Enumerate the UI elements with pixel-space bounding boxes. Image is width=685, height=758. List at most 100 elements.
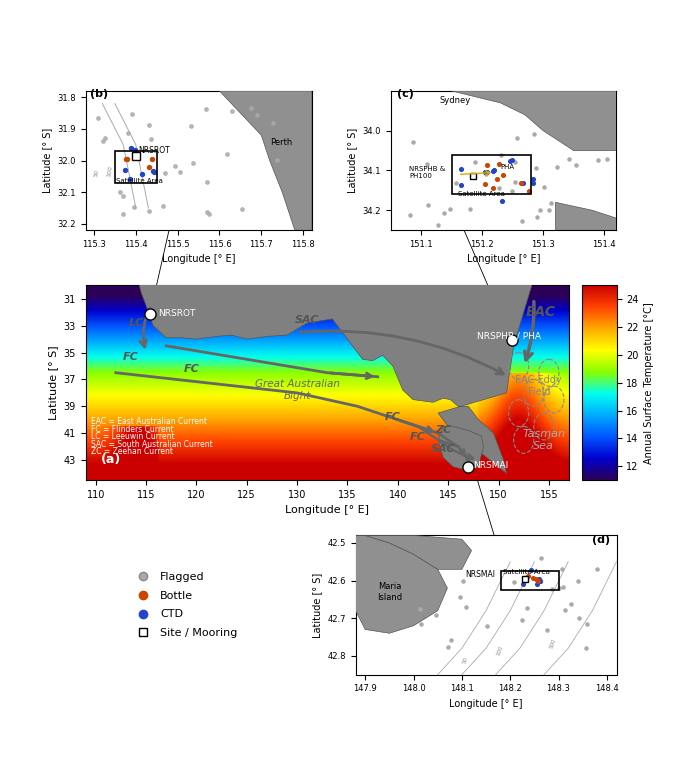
Point <box>492 173 503 185</box>
Point <box>144 161 155 173</box>
Point <box>527 177 538 189</box>
Polygon shape <box>131 97 536 474</box>
Point <box>431 609 442 622</box>
Point <box>493 158 504 170</box>
Polygon shape <box>438 427 484 471</box>
Text: 500: 500 <box>549 637 557 650</box>
Point <box>136 168 147 180</box>
Point <box>464 203 475 215</box>
Point <box>130 144 141 156</box>
Text: (d): (d) <box>593 535 610 545</box>
Text: LC: LC <box>128 318 144 328</box>
Text: SAC: SAC <box>431 444 456 454</box>
Point <box>118 208 129 220</box>
Point <box>531 162 542 174</box>
Point <box>557 562 568 575</box>
Point <box>201 205 212 218</box>
Point <box>592 154 603 166</box>
Text: Perth: Perth <box>270 138 292 147</box>
Point <box>488 165 499 177</box>
Point <box>532 578 543 590</box>
Point <box>158 199 169 211</box>
Point <box>518 578 529 590</box>
Text: ZC: ZC <box>435 425 451 436</box>
Bar <box>501 572 558 590</box>
Point <box>481 159 492 171</box>
Point <box>422 158 433 171</box>
Point <box>543 203 554 215</box>
Point <box>125 173 136 185</box>
Point <box>580 642 591 654</box>
Point <box>496 196 507 208</box>
Point <box>443 641 453 653</box>
Text: FC: FC <box>410 432 426 442</box>
Point <box>147 153 158 165</box>
Point <box>546 196 557 208</box>
Text: EAC: EAC <box>526 305 556 319</box>
Text: Satellite Area: Satellite Area <box>116 178 162 184</box>
Point <box>187 157 198 169</box>
Point <box>488 182 499 194</box>
Point <box>126 108 137 120</box>
Point <box>129 201 140 213</box>
X-axis label: Longitude [° E]: Longitude [° E] <box>286 506 369 515</box>
Point <box>433 219 444 231</box>
Point <box>516 215 527 227</box>
Point <box>573 575 584 587</box>
Text: Tasman
Sea: Tasman Sea <box>523 429 565 451</box>
Point <box>538 181 549 193</box>
Point <box>148 166 159 178</box>
Point <box>558 581 569 593</box>
Point <box>159 167 170 179</box>
Text: PHA: PHA <box>501 164 514 170</box>
Point <box>119 164 130 177</box>
Point <box>547 583 558 595</box>
Point <box>458 575 469 587</box>
Text: Sydney: Sydney <box>440 96 471 105</box>
Text: 100: 100 <box>496 645 504 657</box>
Point <box>481 168 492 180</box>
Point <box>582 618 593 630</box>
Point <box>144 205 155 217</box>
Point <box>203 208 214 220</box>
X-axis label: Longitude [° E]: Longitude [° E] <box>466 255 540 265</box>
Point <box>574 612 585 625</box>
Point <box>456 163 467 175</box>
Point <box>510 155 521 168</box>
Point <box>528 128 539 140</box>
Point <box>535 204 546 216</box>
Point <box>445 203 456 215</box>
Point <box>542 624 553 636</box>
Point <box>566 598 577 610</box>
Text: NRSPHB &
PH100: NRSPHB & PH100 <box>409 166 445 179</box>
Text: EAC Eddy
Field: EAC Eddy Field <box>516 375 562 397</box>
Point <box>479 166 490 178</box>
Text: FC: FC <box>184 364 199 374</box>
Text: LC = Leeuwin Current: LC = Leeuwin Current <box>90 432 174 441</box>
Legend: Flagged, Bottle, CTD, Site / Mooring: Flagged, Bottle, CTD, Site / Mooring <box>130 567 242 643</box>
Text: 100: 100 <box>107 165 114 177</box>
Point <box>532 211 543 223</box>
Polygon shape <box>451 91 616 151</box>
Text: EAC = East Australian Current: EAC = East Australian Current <box>90 418 207 427</box>
Point <box>92 111 103 124</box>
Point <box>404 209 415 221</box>
Text: SAC: SAC <box>295 315 319 325</box>
Text: FC: FC <box>123 352 139 362</box>
Text: Maria
Island: Maria Island <box>377 582 402 602</box>
Point <box>522 602 533 614</box>
Point <box>525 564 536 576</box>
Point <box>415 603 426 615</box>
Point <box>454 590 465 603</box>
Point <box>422 199 433 211</box>
Point <box>470 156 481 168</box>
Point <box>251 108 262 121</box>
Point <box>517 177 528 190</box>
Polygon shape <box>556 202 616 230</box>
Point <box>592 563 603 575</box>
Point <box>461 600 472 612</box>
Point <box>495 149 506 161</box>
Point <box>408 136 419 148</box>
Y-axis label: Latitude [° S]: Latitude [° S] <box>312 572 322 637</box>
Polygon shape <box>219 91 312 230</box>
